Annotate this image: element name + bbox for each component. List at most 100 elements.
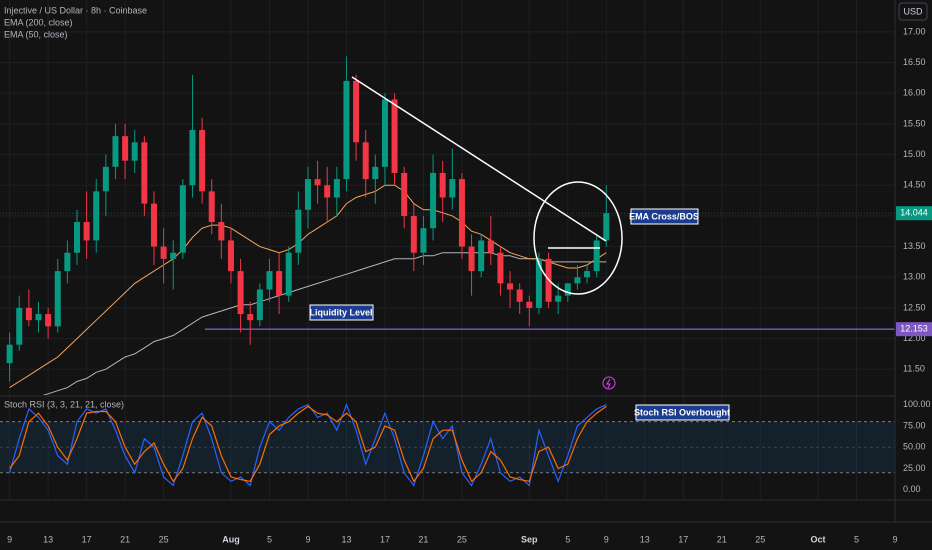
candle-body (179, 185, 186, 253)
pane-title: Stoch RSI (3, 3, 21, 21, close) (4, 399, 124, 409)
candle-body (54, 271, 61, 327)
price-label-box (896, 322, 932, 337)
y-tick-label: 100.00 (903, 399, 931, 409)
axes: 11.5012.0012.5013.0013.5014.0014.5015.00… (7, 26, 932, 544)
candle-body (410, 215, 417, 253)
candle-body (141, 142, 148, 204)
legend-entry: EMA (50, close) (4, 29, 68, 39)
x-tick-label: 17 (678, 534, 688, 544)
x-tick-label: 5 (267, 534, 272, 544)
x-tick-label: 9 (604, 534, 609, 544)
candle-body (16, 307, 23, 345)
y-tick-label: 75.00 (903, 420, 926, 430)
x-tick-label: 9 (305, 534, 310, 544)
price-label: 14.044 (900, 208, 928, 218)
candle-body (208, 191, 215, 223)
y-tick-label: 11.50 (903, 364, 925, 374)
y-tick-label: 14.50 (903, 180, 926, 190)
x-tick-label: 21 (717, 534, 727, 544)
y-tick-label: 50.00 (903, 442, 926, 452)
x-tick-label: 25 (159, 534, 169, 544)
y-tick-label: 16.50 (903, 57, 926, 67)
x-tick-label: 25 (457, 534, 467, 544)
series-line (9, 403, 607, 487)
candle-body (458, 179, 465, 247)
candle-body (25, 307, 32, 321)
candle-body (516, 289, 523, 302)
candle-body (122, 136, 129, 161)
currency-label[interactable]: USD (903, 6, 923, 16)
x-tick-label: 9 (7, 534, 12, 544)
annotation-box (635, 404, 730, 421)
trend-line (351, 76, 607, 242)
x-tick-label: Aug (222, 534, 240, 544)
y-tick-label: 15.00 (903, 149, 926, 159)
candle-body (170, 252, 177, 259)
candle-body (487, 240, 494, 253)
x-tick-label: 5 (565, 534, 570, 544)
candle-body (439, 172, 446, 198)
candle-body (478, 240, 485, 272)
x-tick-label: 13 (43, 534, 53, 544)
candle-body (285, 252, 292, 296)
candle-body (593, 240, 600, 272)
candle-body (304, 179, 311, 210)
candle-body (372, 166, 379, 180)
x-tick-label: 13 (640, 534, 650, 544)
candle-body (497, 252, 504, 284)
candle-body (93, 191, 100, 241)
candle-body (189, 130, 196, 186)
event-icon-bolt (606, 378, 611, 389)
candle-body (266, 271, 273, 290)
x-tick-label: 9 (892, 534, 897, 544)
legend-entry: EMA (200, close) (4, 17, 73, 27)
candle-body (526, 301, 533, 308)
currency-button[interactable] (898, 2, 928, 21)
y-tick-label: 12.00 (903, 333, 926, 343)
candle-body (64, 252, 71, 272)
candle-body (237, 271, 244, 315)
candle-body (295, 209, 302, 253)
candle-body (362, 142, 369, 180)
candle-body (401, 172, 408, 216)
candle-body (45, 314, 52, 327)
candle-body (256, 289, 263, 321)
candle-body (324, 185, 331, 198)
annotation: Liquidity Level (309, 307, 372, 317)
candle-body (449, 179, 456, 198)
annotation-box (309, 304, 374, 321)
candle-body (343, 80, 350, 180)
candle-body (199, 130, 206, 192)
annotation: Stoch RSI Overbought (634, 407, 730, 417)
candle-body (6, 344, 13, 364)
y-tick-label: 13.00 (903, 272, 926, 282)
candle-body (584, 271, 591, 278)
candle-body (247, 314, 254, 321)
candle-body (507, 283, 514, 290)
candle-body (333, 179, 340, 198)
candle-body (131, 142, 138, 161)
price-label-box (896, 206, 932, 221)
x-tick-label: 13 (341, 534, 351, 544)
candle-body (314, 179, 321, 186)
x-tick-label: Sep (521, 534, 538, 544)
candle-body (381, 99, 388, 167)
x-tick-label: 17 (82, 534, 92, 544)
candle-body (218, 222, 225, 241)
candle-body (160, 246, 167, 259)
candle-body (574, 277, 581, 284)
series-line (9, 405, 607, 483)
candle-body (603, 213, 610, 241)
y-tick-label: 16.00 (903, 88, 926, 98)
x-tick-label: 21 (120, 534, 130, 544)
y-tick-label: 0.00 (903, 484, 921, 494)
candle-body (73, 222, 80, 253)
candle-body (468, 246, 475, 272)
candle-body (391, 99, 398, 173)
annotation-box (630, 208, 699, 225)
annotation: EMA Cross/BOS (629, 211, 699, 221)
candle-body (353, 80, 360, 143)
candle-body (535, 258, 542, 308)
